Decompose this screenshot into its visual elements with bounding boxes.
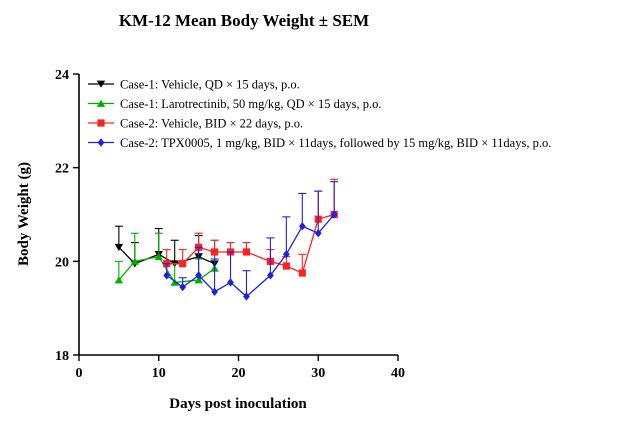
ticks: 0 10 20 30 40 18 20 22 24 — [55, 68, 405, 381]
x-tick-label: 0 — [76, 366, 83, 381]
y-axis-title: Body Weight (g) — [16, 162, 32, 266]
legend-marker — [97, 119, 105, 127]
legend-entry: Case-1: Vehicle, QD × 15 days, p.o. — [120, 78, 300, 92]
series-line — [166, 213, 335, 274]
data-point — [114, 243, 124, 252]
data-point — [282, 262, 290, 270]
y-tick-label: 20 — [55, 255, 69, 270]
series-line — [166, 214, 335, 298]
series-layer — [114, 178, 339, 301]
y-tick-label: 22 — [55, 162, 69, 177]
data-point — [114, 276, 124, 284]
data-point — [314, 229, 322, 238]
series-4 — [162, 181, 339, 301]
data-point — [298, 222, 306, 231]
data-point — [211, 287, 218, 296]
data-point — [195, 271, 202, 280]
x-tick-label: 10 — [152, 366, 166, 381]
data-point — [242, 248, 251, 256]
series-3 — [162, 178, 339, 277]
legend-entry: Case-1: Larotrectinib, 50 mg/kg, QD × 15… — [120, 97, 382, 111]
data-point — [267, 271, 274, 280]
data-point — [163, 271, 171, 280]
legend-entry: Case-2: TPX0005, 1 mg/kg, BID × 11days, … — [120, 136, 551, 150]
data-point — [170, 278, 179, 286]
data-point — [243, 292, 250, 301]
y-tick-label: 18 — [55, 349, 69, 364]
data-point — [194, 276, 203, 284]
data-point — [179, 260, 187, 268]
data-point — [210, 248, 219, 256]
data-point — [154, 252, 163, 261]
data-point — [130, 257, 140, 265]
legend-marker — [97, 138, 105, 147]
x-tick-label: 30 — [311, 366, 325, 381]
x-axis-title: Days post inoculation — [169, 396, 307, 412]
legend-marker — [96, 80, 106, 88]
x-tick-label: 40 — [391, 366, 405, 381]
chart-title: KM-12 Mean Body Weight ± SEM — [119, 11, 369, 30]
y-tick-label: 24 — [55, 68, 69, 83]
legend: Case-1: Vehicle, QD × 15 days, p.o. Case-… — [88, 78, 551, 150]
legend-entry: Case-2: Vehicle, BID × 22 days, p.o. — [120, 117, 303, 131]
data-point — [179, 282, 187, 292]
data-point — [282, 250, 290, 259]
data-point — [227, 278, 234, 287]
legend-marker — [96, 99, 106, 107]
x-tick-label: 20 — [232, 366, 246, 381]
data-point — [298, 269, 306, 277]
data-point — [330, 210, 338, 219]
